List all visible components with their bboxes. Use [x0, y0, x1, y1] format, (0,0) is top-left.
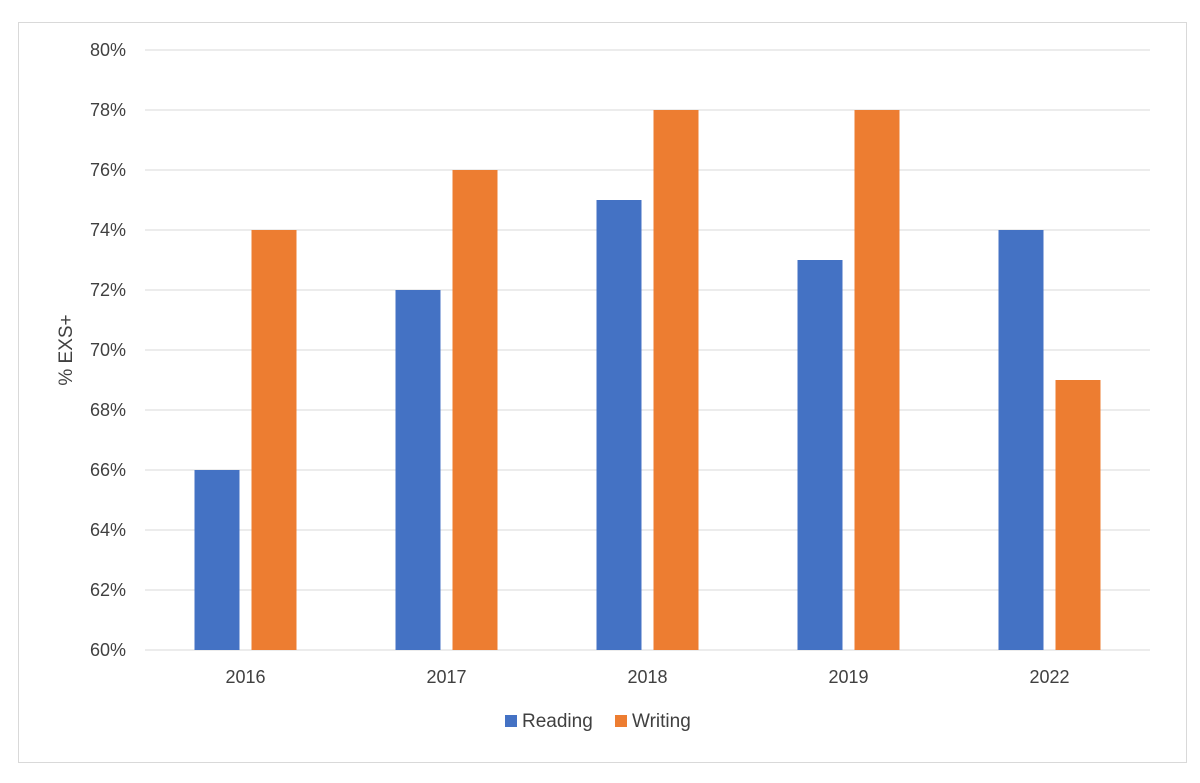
x-tick-label: 2017 [426, 667, 466, 687]
y-tick-label: 80% [90, 40, 126, 60]
legend-label-writing: Writing [632, 711, 691, 732]
y-tick-label: 64% [90, 520, 126, 540]
legend-swatch-writing [615, 715, 627, 727]
y-axis-title: % EXS+ [56, 314, 77, 385]
y-axis-ticks: 60% 62% 64% 66% 68% 70% 72% 74% 76% 78% 80% [90, 40, 126, 660]
y-tick-label: 70% [90, 340, 126, 360]
y-tick-label: 74% [90, 220, 126, 240]
bars [194, 110, 1101, 650]
y-tick-label: 76% [90, 160, 126, 180]
x-tick-label: 2018 [627, 667, 667, 687]
y-tick-label: 68% [90, 400, 126, 420]
bar-writing-2019 [854, 110, 900, 650]
bar-reading-2017 [395, 290, 441, 650]
y-tick-label: 62% [90, 580, 126, 600]
x-tick-label: 2019 [828, 667, 868, 687]
y-tick-label: 66% [90, 460, 126, 480]
legend: Reading Writing [505, 711, 691, 732]
x-tick-label: 2016 [225, 667, 265, 687]
bar-writing-2017 [452, 170, 498, 650]
legend-label-reading: Reading [522, 711, 593, 732]
y-tick-label: 78% [90, 100, 126, 120]
gridlines [145, 49, 1150, 651]
x-axis-ticks: 2016 2017 2018 2019 2022 [225, 667, 1069, 687]
bar-writing-2016 [251, 230, 297, 650]
x-tick-label: 2022 [1029, 667, 1069, 687]
bar-writing-2018 [653, 110, 699, 650]
bar-reading-2022 [998, 230, 1044, 650]
y-tick-label: 72% [90, 280, 126, 300]
bar-writing-2022 [1055, 380, 1101, 650]
y-tick-label: 60% [90, 640, 126, 660]
bar-reading-2016 [194, 470, 240, 650]
legend-swatch-reading [505, 715, 517, 727]
bar-reading-2019 [797, 260, 843, 650]
bar-reading-2018 [596, 200, 642, 650]
